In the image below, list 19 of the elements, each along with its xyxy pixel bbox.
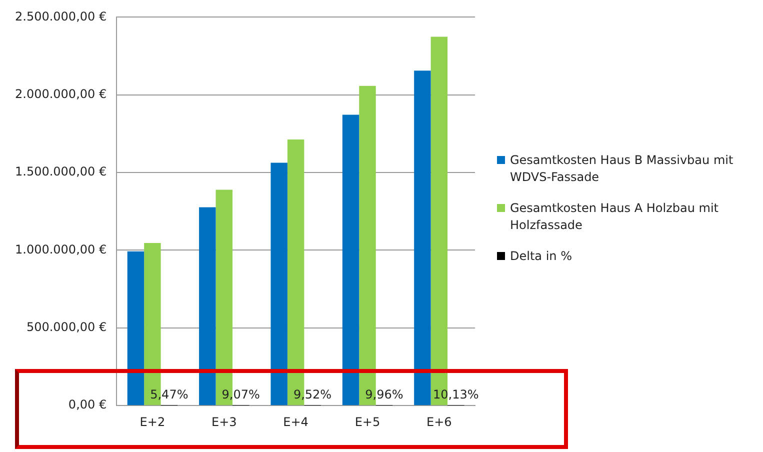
x-tick-label: E+4	[283, 414, 308, 429]
bar	[414, 70, 431, 406]
y-tick-label: 1.000.000,00 €	[14, 242, 107, 256]
x-tick-label: E+6	[426, 414, 452, 429]
bar	[127, 251, 144, 406]
x-tick-label: E+3	[211, 414, 237, 429]
y-tick-label: 2.500.000,00 €	[14, 9, 107, 24]
bar	[199, 207, 216, 406]
legend-label: Gesamtkosten Haus B Massivbau mit WDVS-Fassade	[510, 152, 734, 186]
y-tick-label: 1.500.000,00 €	[14, 164, 107, 179]
bar	[270, 162, 288, 406]
bar	[342, 114, 360, 406]
legend-label: Gesamtkosten Haus A Holzbau mit Holzfassade	[510, 200, 720, 234]
x-tick-label: E+5	[354, 414, 380, 429]
y-tick-label: 500.000,00 €	[26, 320, 107, 334]
y-tick-label: 2.000.000,00 €	[14, 87, 107, 102]
legend-label: Delta in %	[510, 248, 572, 265]
y-tick-label: 0,00 €	[68, 398, 107, 412]
x-tick-label: E+2	[140, 414, 166, 429]
